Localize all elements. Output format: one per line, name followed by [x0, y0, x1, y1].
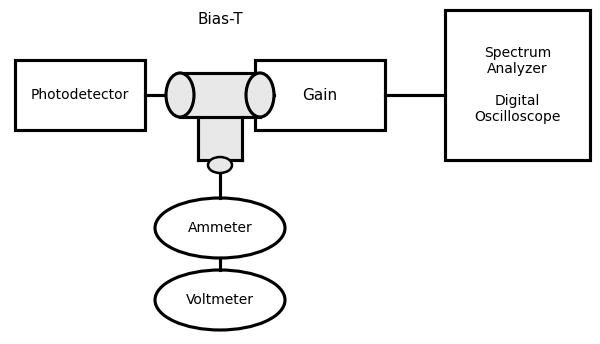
Text: Ammeter: Ammeter [188, 221, 253, 235]
Ellipse shape [246, 73, 274, 117]
Text: Gain: Gain [302, 87, 338, 103]
Ellipse shape [155, 198, 285, 258]
Ellipse shape [166, 73, 194, 117]
Ellipse shape [208, 157, 232, 173]
Text: Spectrum
Analyzer

Digital
Oscilloscope: Spectrum Analyzer Digital Oscilloscope [475, 46, 560, 125]
Bar [180, 73, 260, 117]
Text: Bias-T: Bias-T [197, 12, 243, 28]
Text: Voltmeter: Voltmeter [186, 293, 254, 307]
Ellipse shape [155, 270, 285, 330]
Bar [198, 117, 242, 160]
Text: Photodetector: Photodetector [31, 88, 129, 102]
Bar [15, 60, 145, 130]
Bar [445, 10, 590, 160]
Bar [255, 60, 385, 130]
